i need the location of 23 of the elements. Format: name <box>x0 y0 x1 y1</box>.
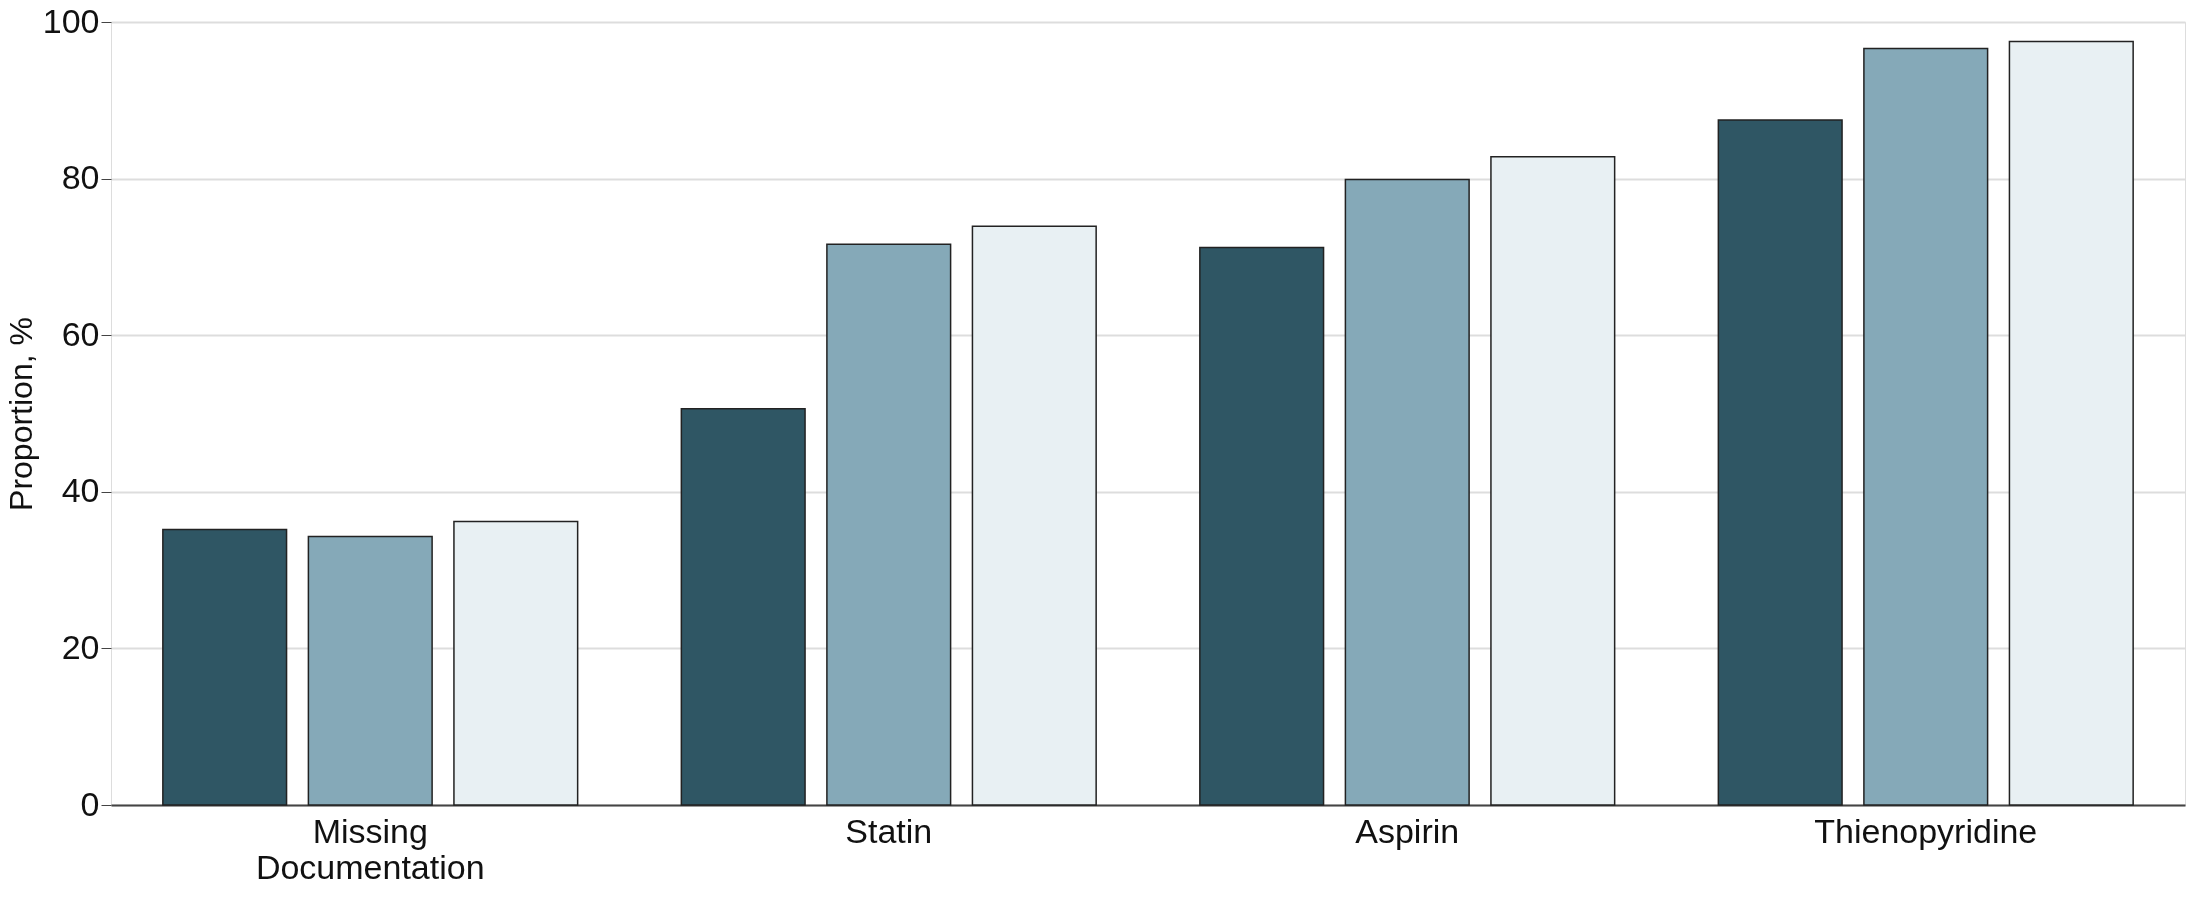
y-tick-label: 100 <box>42 1 100 40</box>
bar <box>971 225 1097 806</box>
x-tick-label: Statin <box>845 811 933 850</box>
y-tick-label: 80 <box>61 158 100 197</box>
bar <box>2008 40 2134 806</box>
y-tick-label: 0 <box>80 784 100 823</box>
x-tick-label: Missing Documentation <box>255 811 485 886</box>
bar <box>1344 178 1470 806</box>
bar <box>1199 246 1325 806</box>
bar <box>453 520 579 806</box>
bar <box>1490 155 1616 806</box>
x-tick-label: Thienopyridine <box>1814 811 2038 850</box>
bar <box>1717 119 1843 806</box>
y-tick-label: 40 <box>61 471 100 510</box>
x-tick-label: Aspirin <box>1355 811 1460 850</box>
bar <box>307 535 433 806</box>
bar <box>162 528 288 806</box>
bar <box>1863 47 1989 806</box>
bar <box>680 408 806 806</box>
y-tick-label: 60 <box>61 314 100 353</box>
y-axis-title: Proportion, % <box>2 317 39 511</box>
y-tick-label: 20 <box>61 627 100 666</box>
bar <box>826 243 952 806</box>
